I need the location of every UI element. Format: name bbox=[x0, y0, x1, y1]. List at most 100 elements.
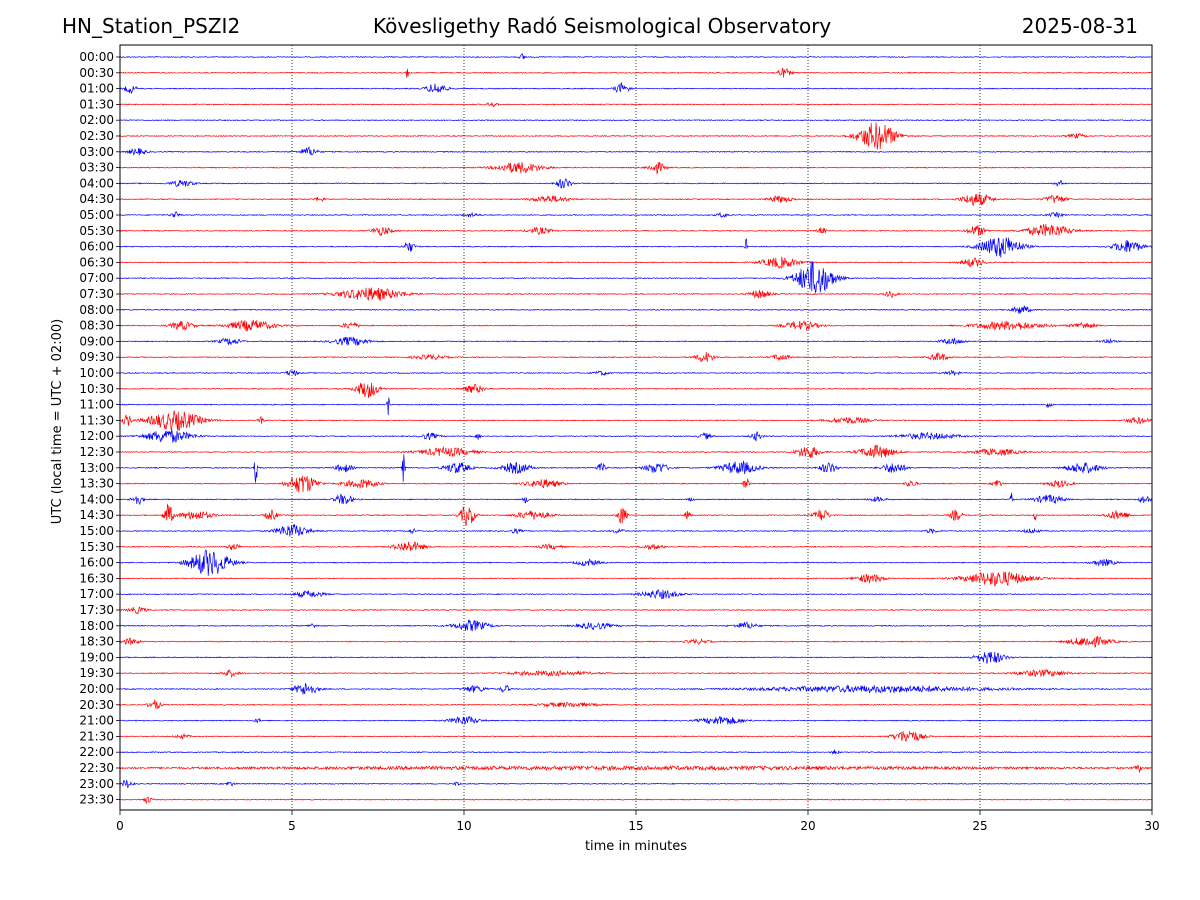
y-tick-label: 23:30 bbox=[79, 793, 114, 807]
seismic-trace-0630 bbox=[119, 256, 1152, 269]
seismic-trace-0700 bbox=[119, 261, 1152, 293]
seismic-trace-0530 bbox=[119, 223, 1152, 237]
y-tick-label: 02:30 bbox=[79, 129, 114, 143]
y-tick-label: 00:30 bbox=[79, 66, 114, 80]
y-tick-label: 00:00 bbox=[79, 50, 114, 64]
y-tick-label: 14:00 bbox=[79, 492, 114, 506]
y-tick-label: 18:00 bbox=[79, 619, 114, 633]
seismic-trace-1730 bbox=[119, 606, 1152, 615]
x-tick-label: 5 bbox=[288, 819, 296, 833]
y-tick-label: 22:30 bbox=[79, 761, 114, 775]
seismic-trace-1000 bbox=[119, 369, 1152, 377]
seismic-trace-1200 bbox=[119, 429, 1152, 443]
seismic-trace-0600 bbox=[119, 237, 1152, 258]
seismic-trace-1930 bbox=[119, 668, 1152, 679]
x-tick-label: 25 bbox=[972, 819, 987, 833]
seismic-trace-0500 bbox=[119, 211, 1152, 219]
x-tick-label: 15 bbox=[628, 819, 643, 833]
seismic-trace-1130 bbox=[119, 410, 1152, 432]
seismic-trace-1800 bbox=[119, 619, 1152, 632]
y-tick-label: 02:00 bbox=[79, 113, 114, 127]
y-tick-label: 07:30 bbox=[79, 287, 114, 301]
seismic-trace-2330 bbox=[119, 796, 1152, 805]
y-tick-label: 05:30 bbox=[79, 224, 114, 238]
y-tick-label: 19:00 bbox=[79, 650, 114, 664]
y-tick-label: 07:00 bbox=[79, 271, 114, 285]
seismic-trace-1100 bbox=[119, 397, 1152, 416]
seismic-trace-1500 bbox=[119, 524, 1152, 537]
y-tick-label: 14:30 bbox=[79, 508, 114, 522]
seismic-trace-1300 bbox=[119, 454, 1152, 483]
y-tick-label: 11:30 bbox=[79, 413, 114, 427]
chart-date: 2025-08-31 bbox=[1021, 14, 1138, 38]
seismic-trace-1230 bbox=[119, 444, 1152, 459]
y-tick-label: 19:30 bbox=[79, 666, 114, 680]
y-tick-label: 13:00 bbox=[79, 461, 114, 475]
seismic-trace-0130 bbox=[119, 101, 1152, 108]
y-tick-label: 15:00 bbox=[79, 524, 114, 538]
seismic-trace-2000 bbox=[119, 683, 1152, 695]
y-tick-label: 23:00 bbox=[79, 777, 114, 791]
seismic-trace-2030 bbox=[119, 699, 1152, 709]
seismic-trace-0830 bbox=[119, 319, 1152, 332]
seismic-trace-0000 bbox=[119, 53, 1152, 60]
y-tick-label: 01:30 bbox=[79, 97, 114, 111]
y-tick-label: 10:30 bbox=[79, 382, 114, 396]
y-tick-label: 08:00 bbox=[79, 303, 114, 317]
seismic-trace-1330 bbox=[119, 475, 1152, 493]
seismic-trace-0400 bbox=[119, 178, 1152, 189]
y-tick-label: 05:00 bbox=[79, 208, 114, 222]
seismic-trace-0300 bbox=[119, 146, 1152, 156]
seismic-trace-0730 bbox=[119, 287, 1152, 301]
seismic-trace-0800 bbox=[119, 305, 1152, 314]
y-tick-label: 06:30 bbox=[79, 255, 114, 269]
x-tick-label: 30 bbox=[1144, 819, 1159, 833]
y-tick-label: 04:30 bbox=[79, 192, 114, 206]
seismic-trace-1900 bbox=[119, 651, 1152, 664]
y-tick-label: 08:30 bbox=[79, 319, 114, 333]
y-tick-label: 13:30 bbox=[79, 477, 114, 491]
seismic-trace-0030 bbox=[119, 67, 1152, 78]
y-tick-label: 03:00 bbox=[79, 145, 114, 159]
y-tick-label: 10:00 bbox=[79, 366, 114, 380]
y-tick-label: 20:30 bbox=[79, 698, 114, 712]
seismic-trace-0200 bbox=[119, 119, 1152, 122]
y-tick-label: 06:00 bbox=[79, 240, 114, 254]
seismic-trace-0230 bbox=[119, 122, 1152, 150]
y-tick-label: 16:30 bbox=[79, 571, 114, 585]
seismic-trace-0330 bbox=[119, 161, 1152, 175]
seismic-trace-1530 bbox=[119, 541, 1152, 552]
seismic-trace-0930 bbox=[119, 351, 1152, 362]
seismic-trace-1030 bbox=[119, 382, 1152, 399]
y-tick-label: 20:00 bbox=[79, 682, 114, 696]
y-tick-label: 16:00 bbox=[79, 556, 114, 570]
seismic-trace-1630 bbox=[119, 570, 1152, 587]
station-name: HN_Station_PSZI2 bbox=[62, 14, 241, 38]
x-tick-label: 0 bbox=[116, 819, 124, 833]
x-tick-label: 10 bbox=[456, 819, 471, 833]
chart-title: Kövesligethy Radó Seismological Observat… bbox=[373, 14, 832, 38]
x-axis-label: time in minutes bbox=[585, 839, 687, 854]
y-tick-label: 09:00 bbox=[79, 334, 114, 348]
y-tick-label: 11:00 bbox=[79, 398, 114, 412]
seismic-trace-1600 bbox=[119, 549, 1152, 576]
seismic-trace-1830 bbox=[119, 635, 1152, 648]
y-tick-label: 01:00 bbox=[79, 82, 114, 96]
y-tick-label: 17:30 bbox=[79, 603, 114, 617]
y-axis-label: UTC (local time = UTC + 02:00) bbox=[50, 319, 65, 524]
seismic-trace-2200 bbox=[119, 749, 1152, 755]
seismic-trace-2230 bbox=[119, 764, 1152, 774]
x-tick-label: 20 bbox=[800, 819, 815, 833]
seismic-trace-1400 bbox=[119, 492, 1152, 506]
y-tick-label: 03:30 bbox=[79, 161, 114, 175]
seismic-trace-0900 bbox=[119, 336, 1152, 347]
seismic-trace-0100 bbox=[119, 82, 1152, 95]
y-tick-label: 21:00 bbox=[79, 714, 114, 728]
y-tick-label: 04:00 bbox=[79, 176, 114, 190]
seismic-trace-2130 bbox=[119, 730, 1152, 742]
y-tick-label: 22:00 bbox=[79, 745, 114, 759]
y-tick-label: 17:00 bbox=[79, 587, 114, 601]
y-tick-label: 21:30 bbox=[79, 729, 114, 743]
y-tick-label: 12:30 bbox=[79, 445, 114, 459]
